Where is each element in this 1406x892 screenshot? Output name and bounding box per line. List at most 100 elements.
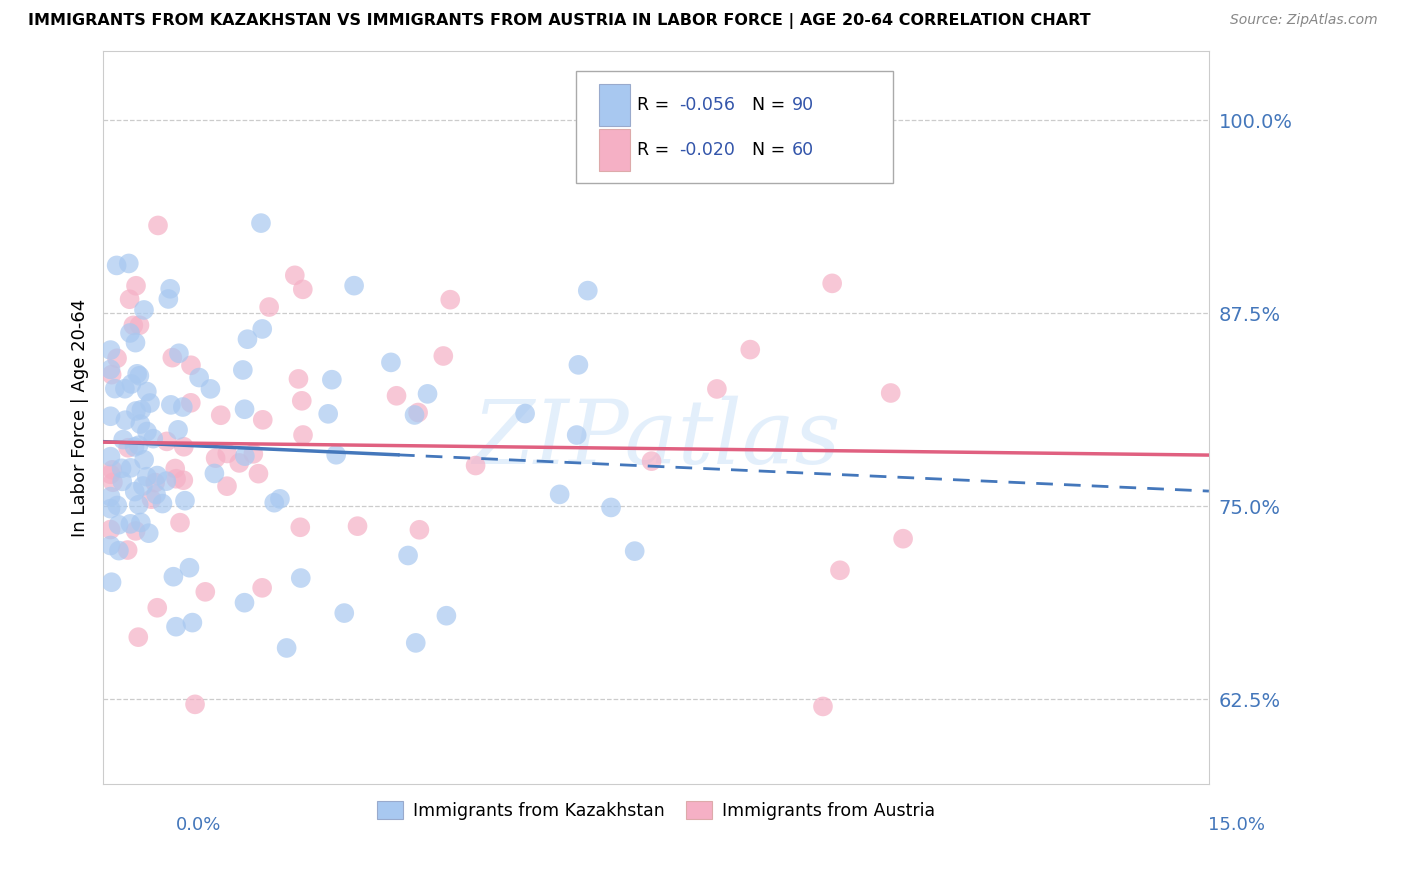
Point xyxy=(233,596,256,610)
Point xyxy=(828,563,851,577)
Point xyxy=(132,479,155,493)
Point xyxy=(100,343,122,357)
Point xyxy=(269,491,291,506)
Text: -0.020: -0.020 xyxy=(679,141,735,159)
Point xyxy=(228,456,250,470)
Point xyxy=(740,343,762,357)
Point xyxy=(100,501,122,516)
Point xyxy=(104,382,127,396)
Point xyxy=(152,497,174,511)
Point xyxy=(292,428,315,442)
Point xyxy=(156,434,179,449)
Point xyxy=(127,630,149,644)
Point xyxy=(233,449,256,463)
Point xyxy=(250,216,273,230)
Point xyxy=(100,362,122,376)
Point xyxy=(194,584,217,599)
Point xyxy=(576,284,599,298)
Point xyxy=(202,467,225,481)
Point xyxy=(165,461,187,475)
Point xyxy=(129,417,152,431)
Point xyxy=(880,386,903,401)
Point xyxy=(155,474,177,488)
Point xyxy=(333,606,356,620)
Point xyxy=(623,544,645,558)
Point xyxy=(146,219,169,233)
Point xyxy=(232,363,254,377)
Point xyxy=(110,461,132,475)
Point xyxy=(124,524,146,538)
Point xyxy=(120,376,142,391)
Point xyxy=(811,699,834,714)
Point xyxy=(105,259,128,273)
Point xyxy=(120,461,142,475)
Point xyxy=(513,407,536,421)
Point xyxy=(706,382,728,396)
Text: 15.0%: 15.0% xyxy=(1208,816,1265,834)
Point xyxy=(252,322,274,336)
Point xyxy=(346,519,368,533)
Point xyxy=(439,293,461,307)
Point xyxy=(127,367,149,381)
Point xyxy=(100,450,122,464)
Point xyxy=(118,326,141,340)
Point xyxy=(316,407,339,421)
Point xyxy=(138,526,160,541)
Point xyxy=(124,440,146,454)
Point xyxy=(128,368,150,383)
Text: N =: N = xyxy=(752,141,792,159)
Point xyxy=(200,382,222,396)
Point xyxy=(141,492,163,507)
Point xyxy=(321,373,343,387)
Point xyxy=(128,438,150,452)
Point xyxy=(215,479,238,493)
Point xyxy=(135,469,157,483)
Point xyxy=(101,463,124,477)
Point xyxy=(160,398,183,412)
Point xyxy=(290,571,312,585)
Point xyxy=(291,393,314,408)
Point xyxy=(125,278,148,293)
Point xyxy=(142,432,165,446)
Point xyxy=(124,335,146,350)
Text: N =: N = xyxy=(752,95,792,113)
Point xyxy=(100,523,122,537)
Point xyxy=(548,487,571,501)
Point xyxy=(180,396,202,410)
Point xyxy=(100,368,122,382)
Point xyxy=(129,516,152,530)
Point xyxy=(100,490,122,504)
Point xyxy=(209,409,232,423)
Text: Source: ZipAtlas.com: Source: ZipAtlas.com xyxy=(1230,13,1378,28)
Point xyxy=(172,473,194,487)
Point xyxy=(416,387,439,401)
Point xyxy=(565,428,588,442)
Y-axis label: In Labor Force | Age 20-64: In Labor Force | Age 20-64 xyxy=(72,298,89,536)
Point xyxy=(821,277,844,291)
Point xyxy=(112,433,135,447)
Point xyxy=(464,458,486,473)
Point xyxy=(146,600,169,615)
Point xyxy=(408,523,430,537)
Point xyxy=(291,282,314,296)
Point xyxy=(180,358,202,372)
Point xyxy=(233,402,256,417)
Point xyxy=(276,640,298,655)
Point xyxy=(135,384,157,399)
Point xyxy=(118,292,141,306)
Point xyxy=(432,349,454,363)
Point xyxy=(173,440,195,454)
Point xyxy=(117,441,139,455)
Point xyxy=(157,292,180,306)
Point xyxy=(179,560,201,574)
Point xyxy=(396,549,419,563)
Point xyxy=(118,256,141,270)
Point xyxy=(167,423,190,437)
Point xyxy=(114,382,136,396)
Point xyxy=(343,278,366,293)
Point xyxy=(287,372,309,386)
Point xyxy=(100,467,122,482)
Point xyxy=(136,425,159,439)
Point xyxy=(162,570,184,584)
Point xyxy=(184,698,207,712)
